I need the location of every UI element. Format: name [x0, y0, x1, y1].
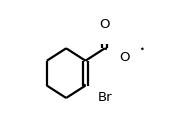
Text: Br: Br: [98, 91, 112, 104]
Text: O: O: [119, 51, 129, 64]
Text: O: O: [100, 18, 110, 31]
